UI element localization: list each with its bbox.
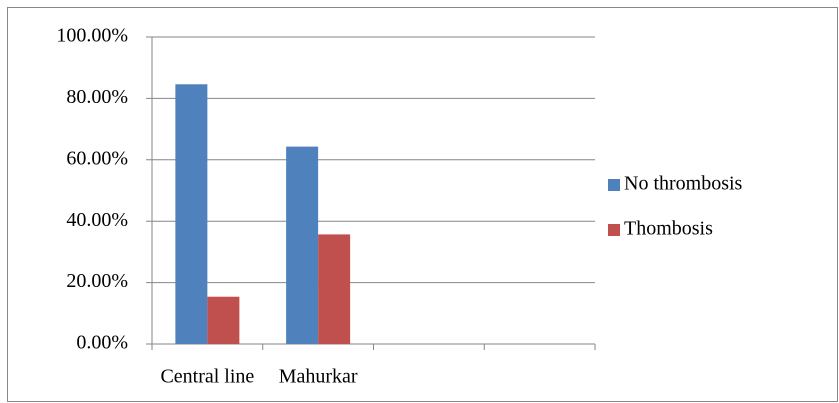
bar xyxy=(175,84,208,344)
bar xyxy=(207,296,240,344)
bar xyxy=(286,146,319,344)
x-tick-label: Central line xyxy=(160,366,254,388)
y-tick-label: 60.00% xyxy=(66,147,128,169)
y-tick-label: 80.00% xyxy=(66,86,128,108)
bar xyxy=(318,234,351,344)
legend-label: Thombosis xyxy=(624,218,713,240)
legend-swatch xyxy=(608,179,620,191)
chart-border xyxy=(7,7,838,402)
x-tick-label: Mahurkar xyxy=(279,366,358,388)
y-tick-label: 40.00% xyxy=(66,209,128,231)
legend-swatch xyxy=(608,224,620,236)
y-tick-label: 20.00% xyxy=(66,270,128,292)
y-tick-label: 0.00% xyxy=(76,332,128,354)
legend-label: No thrombosis xyxy=(624,173,743,195)
y-tick-label: 100.00% xyxy=(56,25,128,47)
